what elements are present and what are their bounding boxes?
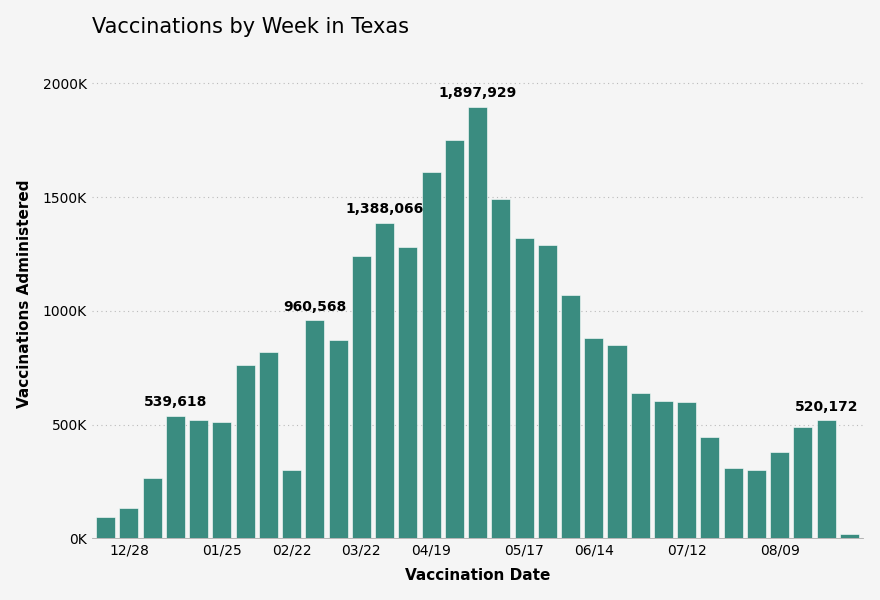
Text: 960,568: 960,568 (283, 299, 347, 314)
Bar (747, 470, 766, 538)
Text: Vaccinations by Week in Texas: Vaccinations by Week in Texas (92, 17, 409, 37)
Y-axis label: Vaccinations Administered: Vaccinations Administered (17, 179, 32, 408)
Bar (631, 393, 649, 538)
Bar (399, 247, 417, 538)
Bar (305, 320, 325, 538)
Bar (282, 470, 301, 538)
Bar (678, 402, 696, 538)
Text: 1,388,066: 1,388,066 (346, 202, 423, 216)
Bar (328, 340, 348, 538)
Bar (515, 238, 533, 538)
Bar (817, 420, 836, 538)
Bar (840, 534, 859, 538)
Bar (468, 107, 487, 538)
Bar (770, 452, 789, 538)
Bar (491, 199, 510, 538)
Bar (166, 416, 185, 538)
X-axis label: Vaccination Date: Vaccination Date (405, 568, 550, 583)
Bar (120, 508, 138, 538)
Bar (561, 295, 580, 538)
Bar (422, 172, 441, 538)
Bar (212, 422, 231, 538)
Bar (352, 256, 370, 538)
Bar (444, 140, 464, 538)
Bar (794, 427, 812, 538)
Bar (259, 352, 278, 538)
Bar (189, 420, 209, 538)
Bar (96, 517, 115, 538)
Bar (236, 365, 254, 538)
Text: 1,897,929: 1,897,929 (438, 86, 517, 100)
Bar (538, 245, 557, 538)
Bar (723, 468, 743, 538)
Bar (584, 338, 604, 538)
Bar (375, 223, 394, 538)
Text: 539,618: 539,618 (143, 395, 207, 409)
Bar (700, 437, 720, 538)
Text: 520,172: 520,172 (795, 400, 858, 413)
Bar (607, 345, 627, 538)
Bar (654, 401, 673, 538)
Bar (143, 478, 162, 538)
